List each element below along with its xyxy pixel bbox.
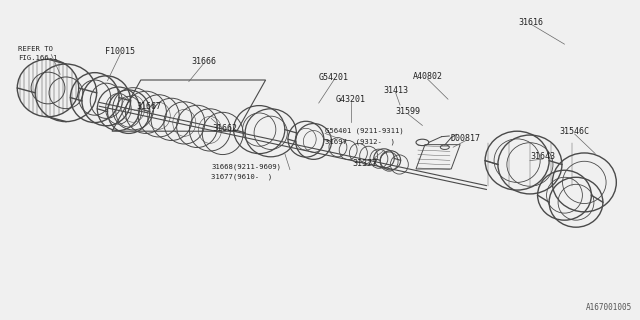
Text: 31599: 31599 <box>396 108 421 116</box>
Text: A167001005: A167001005 <box>586 303 632 312</box>
Text: G54201: G54201 <box>319 73 349 82</box>
Text: FIG.166-1: FIG.166-1 <box>18 55 58 61</box>
Text: 31377: 31377 <box>352 159 378 168</box>
Text: F10015: F10015 <box>106 47 135 56</box>
Text: 31667: 31667 <box>136 102 161 111</box>
Text: 31668(9211-9609): 31668(9211-9609) <box>211 164 281 170</box>
Text: A40802: A40802 <box>413 72 442 81</box>
Text: G56401 (9211-9311): G56401 (9211-9311) <box>325 128 404 134</box>
Text: G43201: G43201 <box>336 95 365 104</box>
Text: REFER TO: REFER TO <box>18 46 53 52</box>
Text: 31413: 31413 <box>383 86 408 95</box>
Text: 31666: 31666 <box>191 57 216 66</box>
Text: 31697  (9312-  ): 31697 (9312- ) <box>325 138 395 145</box>
Text: D00817: D00817 <box>451 134 481 143</box>
Text: 31546C: 31546C <box>560 127 589 136</box>
Text: 31677(9610-  ): 31677(9610- ) <box>211 173 273 180</box>
Text: 31616: 31616 <box>518 18 544 27</box>
Text: 31662: 31662 <box>212 124 238 133</box>
Text: 31643: 31643 <box>530 152 556 161</box>
